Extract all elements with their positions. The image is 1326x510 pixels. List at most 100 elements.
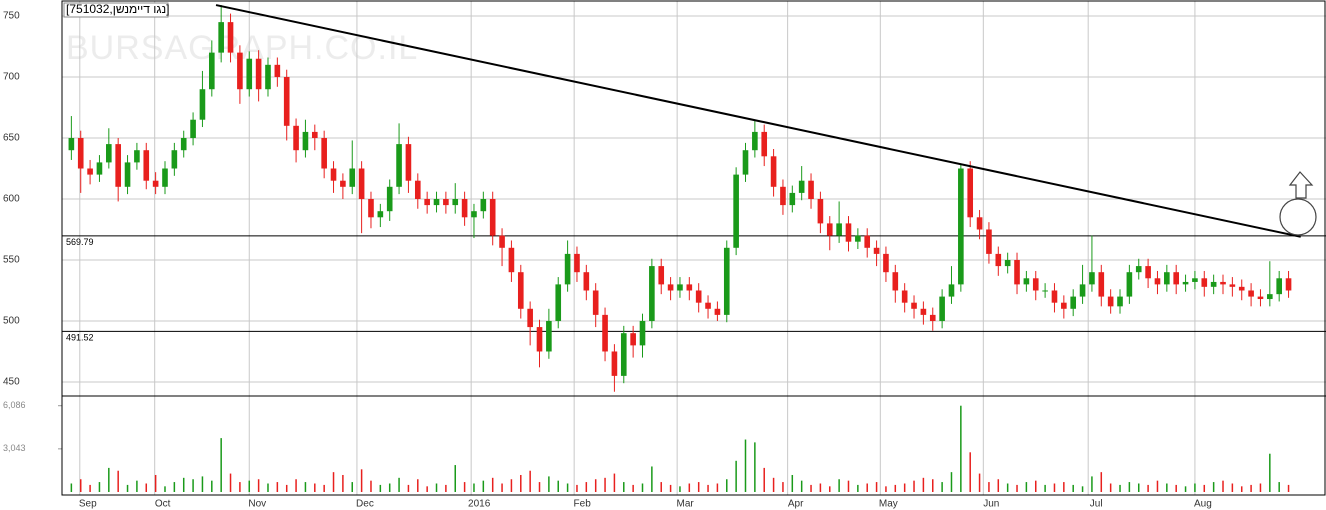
candle-body bbox=[424, 199, 430, 206]
volume-bar bbox=[398, 477, 400, 492]
chart-title: [נגו דיימנשן,751032] bbox=[66, 2, 169, 16]
x-tick-label: Sep bbox=[79, 499, 97, 510]
direction-icon bbox=[1279, 171, 1317, 236]
candle-body bbox=[218, 22, 224, 53]
volume-bar bbox=[716, 483, 719, 492]
level-label: 491.52 bbox=[66, 333, 94, 343]
volume-bar bbox=[969, 452, 971, 492]
y-tick-label: 600 bbox=[3, 194, 20, 205]
trend-line bbox=[215, 4, 1301, 238]
volume-bar bbox=[763, 467, 765, 492]
volume-bar bbox=[1044, 484, 1046, 492]
volume-bar bbox=[941, 482, 943, 492]
volume-bar bbox=[932, 479, 934, 492]
volume-bar bbox=[1006, 483, 1009, 492]
x-tick-label: Oct bbox=[155, 499, 171, 510]
volume-bar bbox=[669, 484, 672, 492]
candle-body bbox=[686, 284, 693, 291]
candle-body bbox=[358, 168, 365, 199]
frame bbox=[61, 0, 1326, 496]
volume-bar bbox=[342, 474, 344, 492]
candle-body bbox=[695, 290, 702, 303]
volume-bar bbox=[735, 460, 737, 492]
x-tick-label: May bbox=[879, 499, 898, 510]
candle-body bbox=[340, 180, 346, 187]
volume-bar bbox=[435, 483, 438, 492]
candle-body bbox=[1182, 281, 1189, 285]
volume-bar bbox=[604, 477, 606, 492]
candle-body bbox=[583, 272, 590, 291]
candle-body bbox=[742, 150, 749, 175]
volume-bar bbox=[70, 483, 73, 492]
candle-body bbox=[311, 131, 318, 139]
candle-body bbox=[106, 144, 112, 163]
candle-body bbox=[1014, 259, 1020, 285]
volume-bar bbox=[1203, 484, 1206, 492]
candle-body bbox=[152, 180, 159, 187]
candle-body bbox=[452, 199, 459, 206]
volume-bar bbox=[1250, 484, 1252, 492]
volume-bar bbox=[772, 477, 775, 492]
y-tick-label: 450 bbox=[3, 377, 20, 388]
y-tick-label: 500 bbox=[3, 316, 20, 327]
candle-body bbox=[414, 180, 421, 199]
candle-body bbox=[461, 199, 468, 218]
candle-body bbox=[901, 290, 908, 303]
candle-body bbox=[817, 199, 824, 224]
candle-body bbox=[265, 64, 271, 90]
volume-bar bbox=[1063, 482, 1065, 492]
circle-icon bbox=[1279, 198, 1317, 236]
x-tick-label: Aug bbox=[1194, 499, 1212, 510]
volume-bar bbox=[1119, 484, 1121, 492]
x-tick-label: Feb bbox=[574, 499, 592, 510]
volume-bar bbox=[1137, 483, 1140, 492]
volume-bar bbox=[1072, 484, 1074, 492]
volume-bar bbox=[791, 474, 794, 492]
volume-bar bbox=[417, 479, 419, 492]
volume-bar bbox=[679, 486, 681, 492]
candle-body bbox=[920, 308, 927, 315]
volume-bar bbox=[1175, 484, 1177, 492]
volume-bar bbox=[1100, 472, 1103, 492]
volume-bar bbox=[613, 473, 616, 492]
candle-body bbox=[929, 314, 936, 321]
candle-body bbox=[405, 144, 412, 181]
candle-body bbox=[171, 150, 178, 169]
candle-body bbox=[1267, 294, 1273, 300]
candle-body bbox=[443, 199, 449, 206]
candle-body bbox=[667, 284, 674, 291]
volume-bar bbox=[1016, 484, 1018, 492]
candle-body bbox=[939, 296, 945, 321]
candle-body bbox=[1117, 296, 1123, 307]
candle-body bbox=[780, 186, 786, 206]
volume-bar bbox=[211, 480, 213, 492]
volume-bar bbox=[1259, 483, 1262, 492]
candle-body bbox=[115, 144, 121, 187]
volume-bar bbox=[997, 479, 1000, 492]
volume-bar bbox=[1156, 480, 1159, 492]
volume-bar bbox=[276, 482, 279, 492]
candle-body bbox=[377, 211, 384, 218]
candle-body bbox=[855, 235, 861, 242]
candle-body bbox=[246, 58, 253, 90]
candle-body bbox=[283, 77, 290, 126]
volume-bar bbox=[707, 484, 709, 492]
volume-bar bbox=[407, 484, 410, 492]
volume-bar bbox=[623, 482, 625, 492]
volume-bar bbox=[473, 483, 475, 492]
volume-bar bbox=[257, 479, 260, 492]
candle-body bbox=[574, 253, 580, 273]
volume-bar bbox=[1053, 483, 1056, 492]
candle-body bbox=[705, 302, 711, 309]
volume-bar bbox=[239, 482, 241, 492]
candle-body bbox=[1210, 281, 1217, 287]
volume-bar bbox=[463, 482, 466, 492]
y-tick-label: 750 bbox=[3, 11, 20, 22]
volume-bar bbox=[1278, 482, 1280, 492]
volume-bar bbox=[1025, 482, 1028, 492]
volume-bar bbox=[1194, 483, 1196, 492]
candle-body bbox=[1079, 284, 1086, 297]
volume-bar bbox=[903, 483, 906, 492]
volume-bar bbox=[370, 480, 372, 492]
